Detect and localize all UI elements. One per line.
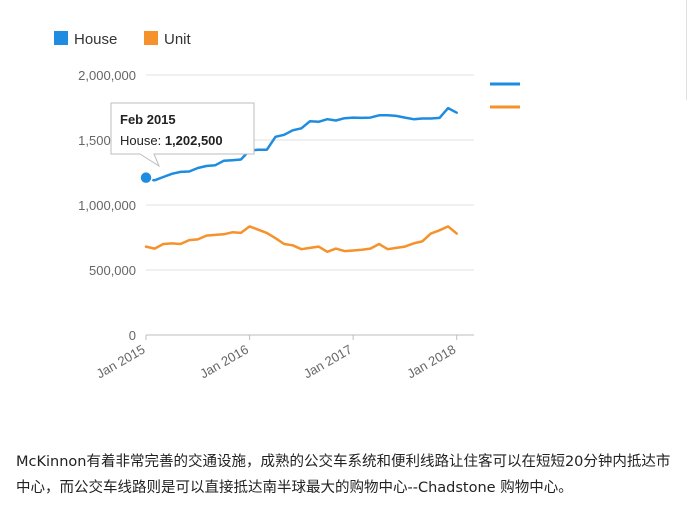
- tooltip-line: House: 1,202,500: [120, 133, 223, 148]
- x-axis-labels: Jan 2015 Jan 2016 Jan 2017 Jan 2018: [94, 335, 458, 382]
- x-tick-label: Jan 2015: [94, 342, 148, 382]
- article-caption: McKinnon有着非常完善的交通设施，成熟的公交车系统和便利线路让住客可以在短…: [16, 454, 671, 496]
- tooltip-box: [110, 102, 255, 168]
- legend-label-unit[interactable]: Unit: [164, 31, 192, 48]
- series-key: [490, 82, 520, 109]
- y-tick-label: 500,000: [89, 263, 136, 278]
- y-tick-label: 0: [129, 328, 136, 343]
- series-line-house: [144, 106, 458, 182]
- legend-label-house[interactable]: House: [74, 31, 117, 48]
- tooltip-series-label: House:: [120, 133, 165, 148]
- line-chart: House Unit 2,000,0001,500,0001,000,00050…: [54, 0, 687, 382]
- legend-swatch-unit[interactable]: [144, 31, 158, 45]
- tooltip-value: 1,202,500: [165, 133, 223, 148]
- legend: House Unit: [54, 31, 192, 48]
- series-lines: [144, 106, 458, 254]
- y-tick-label: 2,000,000: [78, 68, 136, 83]
- legend-swatch-house[interactable]: [54, 31, 68, 45]
- x-tick-label: Jan 2017: [301, 342, 355, 382]
- tooltip: Feb 2015 House: 1,202,500: [110, 102, 255, 168]
- y-tick-label: 1,000,000: [78, 198, 136, 213]
- tooltip-title: Feb 2015: [120, 112, 176, 127]
- x-tick-label: Jan 2018: [404, 342, 458, 382]
- x-tick-label: Jan 2016: [197, 342, 251, 382]
- series-line-unit: [144, 225, 458, 254]
- hover-point[interactable]: [139, 170, 153, 185]
